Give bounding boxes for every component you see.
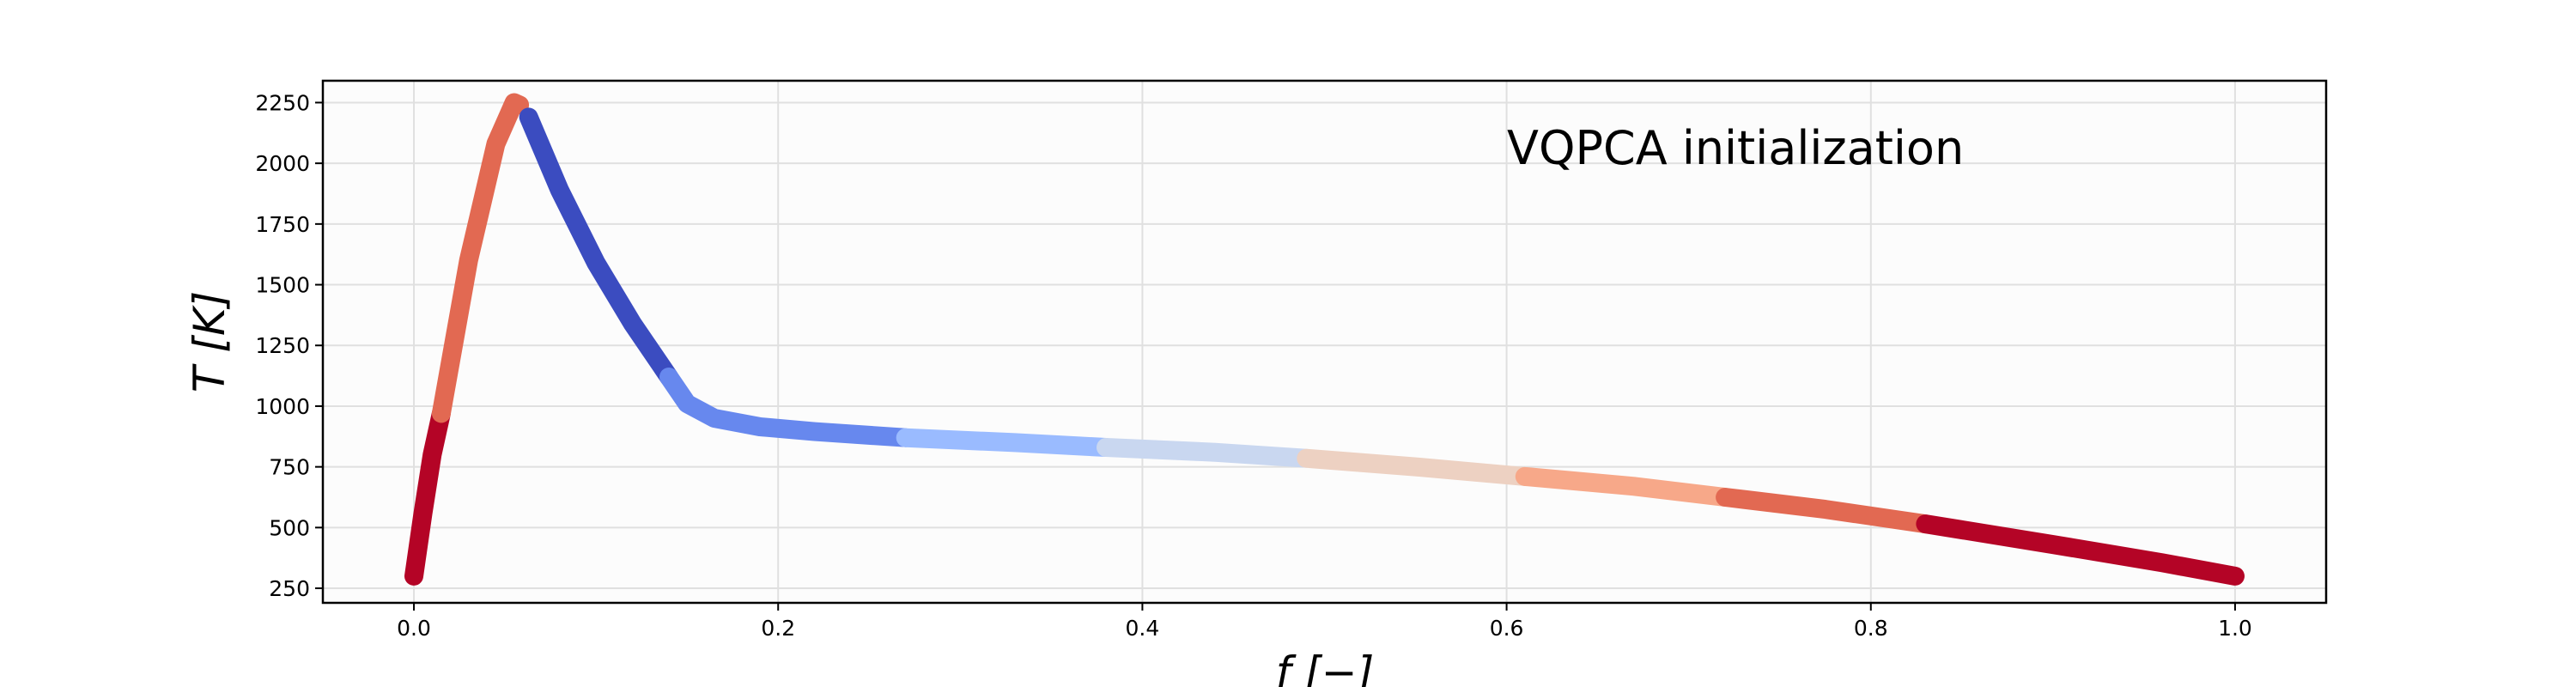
- plot-area: [323, 81, 2326, 603]
- data-line-segment: [1916, 514, 2245, 586]
- data-line-segment: [1515, 466, 1735, 507]
- x-tick-label: 1.0: [2218, 616, 2252, 641]
- x-tick-label: 0.0: [397, 616, 431, 641]
- y-axis-label: T [K]: [185, 291, 234, 392]
- y-tick-label: 250: [269, 576, 310, 601]
- y-tick-label: 750: [269, 455, 310, 480]
- y-tick-label: 1750: [255, 212, 310, 237]
- data-line-segment: [1097, 438, 1316, 468]
- series-group: [404, 93, 2245, 586]
- y-tick-label: 1500: [255, 273, 310, 298]
- data-line-segment: [1297, 448, 1534, 486]
- y-tick-label: 500: [269, 515, 310, 540]
- x-axis: 0.0 0.2 0.4 0.6 0.8 1.0: [397, 603, 2252, 641]
- y-tick-label: 1250: [255, 333, 310, 358]
- plot-frame: [321, 79, 2328, 605]
- x-tick-label: 0.4: [1126, 616, 1160, 641]
- y-tick-label: 2000: [255, 151, 310, 176]
- x-tick-label: 0.6: [1490, 616, 1524, 641]
- data-line-segment: [659, 368, 915, 447]
- x-axis-label: f [−]: [1276, 647, 1374, 687]
- data-line-segment: [896, 428, 1115, 457]
- data-line-segment: [1716, 488, 1935, 534]
- x-tick-label: 0.8: [1854, 616, 1888, 641]
- x-tick-label: 0.2: [761, 616, 795, 641]
- data-line-segment: [431, 93, 530, 423]
- annotation-text: VQPCA initialization: [1507, 121, 1964, 175]
- y-axis: 250 500 750 1000 1250 1500 1750 2000 2250: [255, 90, 323, 601]
- y-tick-label: 2250: [255, 90, 310, 115]
- data-line-segment: [519, 107, 678, 386]
- y-tick-label: 1000: [255, 394, 310, 419]
- data-line-segment: [404, 404, 451, 586]
